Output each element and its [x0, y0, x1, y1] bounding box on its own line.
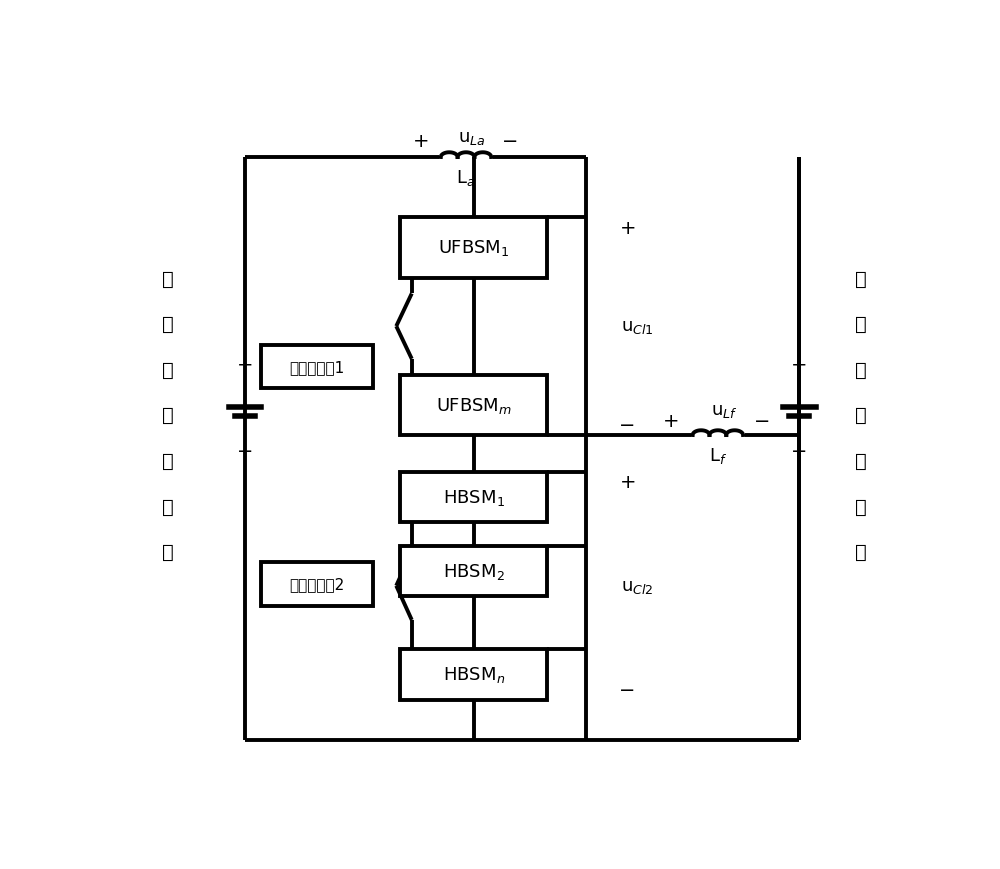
- Text: 压: 压: [855, 315, 867, 334]
- Text: +: +: [237, 355, 253, 375]
- Text: 电: 电: [855, 497, 867, 516]
- Text: +: +: [663, 411, 679, 430]
- Text: 直: 直: [162, 406, 174, 425]
- Text: 链式模块串1: 链式模块串1: [289, 360, 344, 375]
- Text: +: +: [619, 473, 636, 492]
- Text: 低: 低: [855, 269, 867, 289]
- Text: −: −: [791, 441, 807, 461]
- FancyBboxPatch shape: [400, 472, 547, 522]
- FancyBboxPatch shape: [261, 562, 373, 607]
- Text: −: −: [502, 131, 519, 150]
- FancyBboxPatch shape: [400, 375, 547, 435]
- Text: u$_{La}$: u$_{La}$: [458, 129, 486, 147]
- Text: UFBSM$_1$: UFBSM$_1$: [438, 238, 510, 258]
- Text: −: −: [619, 416, 636, 435]
- Text: L$_a$: L$_a$: [456, 168, 476, 188]
- Text: UFBSM$_m$: UFBSM$_m$: [436, 395, 512, 415]
- Text: +: +: [791, 355, 808, 375]
- FancyBboxPatch shape: [400, 546, 547, 596]
- Text: 直: 直: [855, 406, 867, 425]
- FancyBboxPatch shape: [400, 650, 547, 700]
- Text: HBSM$_2$: HBSM$_2$: [443, 561, 505, 581]
- Text: L$_f$: L$_f$: [709, 446, 727, 466]
- Text: 高: 高: [162, 269, 174, 289]
- Text: 压: 压: [162, 315, 174, 334]
- Text: 源: 源: [855, 542, 867, 561]
- Text: 流: 流: [855, 451, 867, 470]
- Text: 流: 流: [162, 451, 174, 470]
- Text: 侧: 侧: [855, 361, 867, 380]
- Text: −: −: [619, 680, 636, 700]
- Text: 电: 电: [162, 497, 174, 516]
- Text: +: +: [413, 131, 430, 150]
- Text: HBSM$_n$: HBSM$_n$: [443, 665, 505, 685]
- FancyBboxPatch shape: [261, 345, 373, 388]
- Text: 源: 源: [162, 542, 174, 561]
- Text: −: −: [237, 441, 253, 461]
- Text: HBSM$_1$: HBSM$_1$: [443, 488, 505, 507]
- Text: u$_{Cl1}$: u$_{Cl1}$: [621, 318, 654, 335]
- FancyBboxPatch shape: [400, 218, 547, 278]
- Text: u$_{Lf}$: u$_{Lf}$: [711, 401, 737, 419]
- Text: −: −: [754, 411, 771, 430]
- Text: +: +: [619, 219, 636, 237]
- Text: 侧: 侧: [162, 361, 174, 380]
- Text: 链式模块串2: 链式模块串2: [289, 577, 344, 592]
- Text: u$_{Cl2}$: u$_{Cl2}$: [621, 577, 654, 595]
